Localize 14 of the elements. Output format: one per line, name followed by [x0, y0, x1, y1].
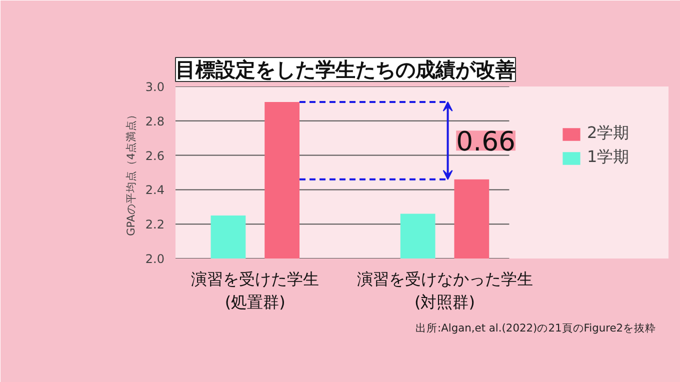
text: 出所:Algan,et al.(2022)の21頁のFigure2を抜粋	[416, 322, 656, 334]
chart-title: 目標設定をした学生たちの成績が改善	[176, 58, 516, 82]
y-tick-label: 2.6	[145, 148, 165, 163]
y-axis-title: GPAの平均点（4点満点）	[124, 108, 138, 236]
y-tick-label: 2.0	[145, 252, 165, 266]
legend-label: 2学期	[587, 123, 630, 144]
y-tick-label: 2.2	[145, 218, 165, 232]
x-tick-label: 演習を受けなかった学生 (対照群)	[356, 270, 533, 312]
x-tick-label: 演習を受けた学生 (処置群)	[191, 270, 320, 312]
annotation: 0.66	[456, 126, 516, 158]
y-tick-label: 2.4	[145, 183, 165, 198]
y-tick-label: 3.0	[145, 80, 165, 94]
legend-label: 1学期	[587, 147, 630, 168]
y-tick-label: 2.8	[145, 114, 165, 128]
